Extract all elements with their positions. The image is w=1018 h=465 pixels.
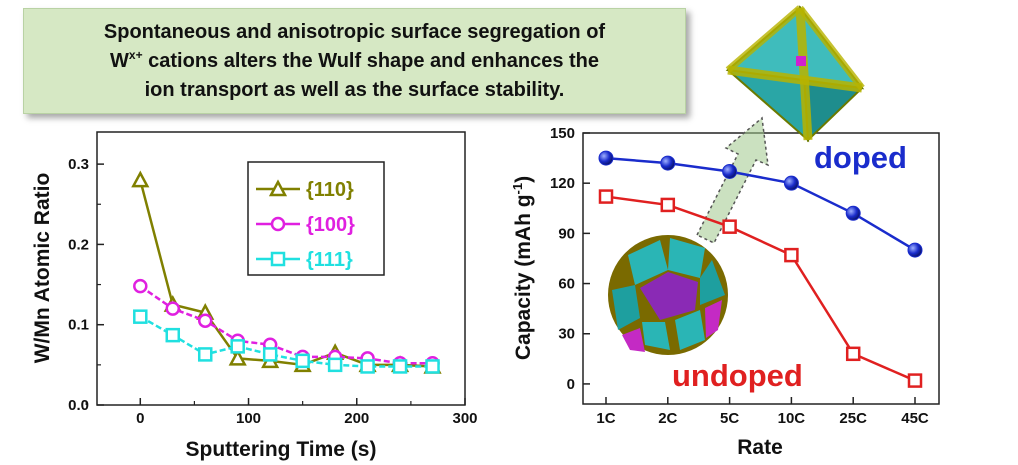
left-data-point bbox=[295, 353, 310, 369]
doped-label: doped bbox=[814, 140, 907, 175]
rate-chart: 1C 2C 5C 10C 25C 45C 0 30 60 90 120 150 bbox=[510, 4, 940, 459]
left-data-point bbox=[197, 313, 213, 328]
legend-label: {100} bbox=[306, 214, 355, 236]
right-series-line bbox=[605, 195, 916, 382]
banner-line-3: ion transport as well as the surface sta… bbox=[144, 78, 565, 101]
legend-label: {110} bbox=[306, 179, 354, 201]
left-y-tick-label: 0.3 bbox=[68, 156, 89, 173]
right-y-tick-label: 30 bbox=[558, 326, 575, 343]
left-x-tick-label: 200 bbox=[344, 410, 369, 427]
banner-line-2: Wx+ cations alters the Wulf shape and en… bbox=[110, 47, 599, 76]
right-y-title-close: ) bbox=[512, 176, 535, 183]
transition-arrow bbox=[695, 116, 769, 244]
left-data-point bbox=[425, 359, 440, 374]
right-x-tick-label: 2C bbox=[658, 410, 677, 427]
left-legend-box bbox=[247, 161, 385, 276]
right-data-point bbox=[660, 155, 676, 171]
right-y-title-main: Capacity (mAh g bbox=[512, 194, 535, 360]
banner-line-2-post: cations alters the Wulf shape and enhanc… bbox=[142, 49, 599, 72]
left-series-group bbox=[131, 170, 442, 374]
left-data-point bbox=[165, 301, 181, 316]
right-data-point bbox=[598, 189, 614, 204]
left-x-tick-label: 300 bbox=[452, 410, 477, 427]
right-data-point bbox=[845, 205, 861, 221]
right-tick-group: 1C 2C 5C 10C 25C 45C 0 30 60 90 120 150 bbox=[550, 125, 929, 427]
right-data-point bbox=[783, 175, 799, 191]
left-data-point bbox=[228, 348, 247, 366]
right-y-axis-title: Capacity (mAh g-1) bbox=[510, 176, 535, 360]
legend-label: {111} bbox=[306, 249, 353, 271]
right-y-tick-label: 120 bbox=[550, 175, 575, 192]
left-data-point bbox=[197, 347, 213, 362]
left-data-point bbox=[131, 170, 150, 188]
right-y-tick-label: 150 bbox=[550, 125, 575, 142]
right-data-point bbox=[660, 197, 676, 213]
right-y-tick-label: 90 bbox=[558, 225, 575, 242]
banner-line-1: Spontaneous and anisotropic surface segr… bbox=[103, 20, 606, 43]
sputtering-chart: 0 100 200 300 0.0 0.1 0.2 0.3 {110} {100} {111} S… bbox=[31, 131, 478, 461]
right-x-tick-label: 45C bbox=[901, 410, 929, 427]
left-legend: {110} {100} {111} bbox=[256, 179, 355, 271]
left-y-tick-label: 0.2 bbox=[68, 236, 89, 253]
right-y-tick-label: 60 bbox=[558, 276, 575, 293]
left-x-axis-title: Sputtering Time (s) bbox=[186, 438, 377, 461]
undoped-label: undoped bbox=[672, 358, 803, 393]
banner-line-2-sup: x+ bbox=[128, 47, 143, 62]
left-tick-group: 0 100 200 300 0.0 0.1 0.2 0.3 bbox=[68, 156, 477, 427]
left-data-point bbox=[133, 278, 148, 294]
left-data-point bbox=[133, 309, 148, 324]
left-x-tick-label: 0 bbox=[136, 410, 144, 427]
left-data-point bbox=[230, 339, 245, 354]
right-x-tick-label: 10C bbox=[778, 410, 806, 427]
left-data-point bbox=[327, 357, 343, 373]
left-y-axis-title: W/Mn Atomic Ratio bbox=[31, 173, 54, 364]
right-x-tick-label: 1C bbox=[596, 410, 615, 427]
left-y-tick-label: 0.1 bbox=[68, 317, 89, 334]
octahedron-crystal-illustration bbox=[725, 4, 865, 143]
left-y-tick-label: 0.0 bbox=[68, 397, 89, 414]
summary-banner: Spontaneous and anisotropic surface segr… bbox=[23, 8, 686, 114]
left-data-point bbox=[360, 359, 375, 374]
left-x-tick-label: 100 bbox=[236, 410, 261, 427]
right-data-point bbox=[598, 150, 614, 166]
left-data-point bbox=[165, 327, 181, 343]
legend-marker bbox=[270, 216, 286, 232]
right-y-title-sup: -1 bbox=[510, 183, 525, 195]
banner-line-2-pre: W bbox=[110, 49, 129, 72]
right-y-tick-label: 0 bbox=[567, 376, 575, 393]
left-series-line bbox=[139, 179, 433, 368]
right-x-tick-label: 25C bbox=[839, 410, 867, 427]
left-series-line bbox=[139, 285, 433, 365]
truncated-crystal-illustration bbox=[608, 235, 728, 355]
right-data-point bbox=[907, 242, 923, 258]
legend-marker bbox=[268, 179, 288, 197]
left-data-point bbox=[262, 347, 278, 362]
right-data-point bbox=[722, 219, 737, 234]
left-data-point bbox=[392, 359, 408, 374]
right-data-point bbox=[907, 373, 923, 388]
right-data-point bbox=[722, 163, 738, 179]
right-series-line bbox=[605, 156, 916, 252]
right-x-tick-label: 5C bbox=[720, 410, 739, 427]
right-data-point bbox=[845, 346, 861, 362]
left-series-line bbox=[139, 315, 433, 368]
legend-marker bbox=[270, 251, 286, 267]
right-series-group bbox=[598, 150, 923, 388]
left-plot-frame bbox=[96, 131, 466, 406]
right-x-axis-title: Rate bbox=[737, 436, 783, 459]
right-data-point bbox=[784, 247, 799, 263]
